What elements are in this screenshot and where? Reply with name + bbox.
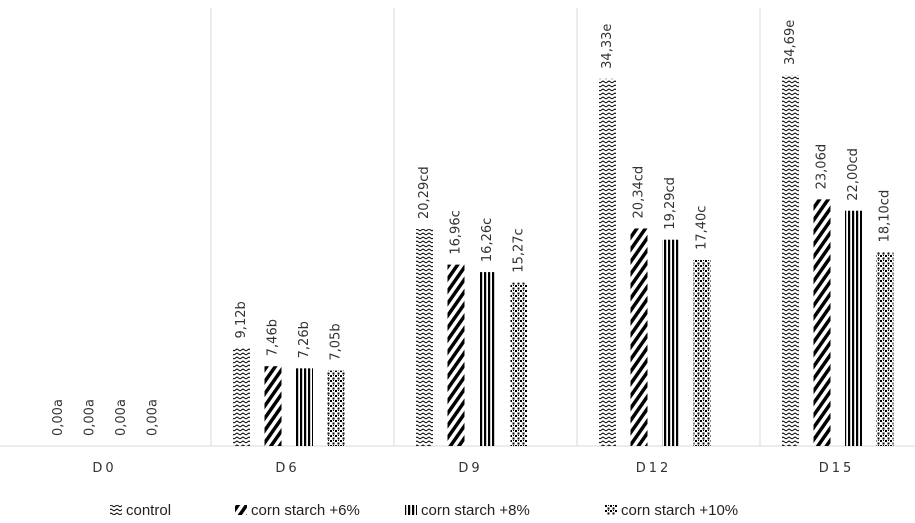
data-label: 34,69e <box>783 20 798 65</box>
data-label: 15,27c <box>512 228 527 272</box>
x-tick-label: D6 <box>275 461 299 476</box>
legend-label: corn starch +10% <box>621 502 738 519</box>
data-label: 19,29cd <box>663 177 678 230</box>
bar <box>264 366 282 446</box>
data-label: 34,33e <box>600 24 615 69</box>
legend-label: corn starch +8% <box>421 502 530 519</box>
bar <box>416 229 433 446</box>
bar <box>327 370 345 446</box>
data-label: 7,26b <box>297 321 312 358</box>
legend-label: corn starch +6% <box>251 502 360 519</box>
data-label: 16,26c <box>480 218 495 262</box>
bar <box>782 75 799 446</box>
data-label: 9,12b <box>234 301 249 338</box>
bar <box>662 239 679 446</box>
data-label: 20,34cd <box>632 166 647 219</box>
legend-swatch <box>605 505 617 515</box>
data-label: 18,10cd <box>878 190 893 243</box>
bar <box>233 348 250 446</box>
legend-swatch <box>110 505 122 515</box>
x-tick-label: D12 <box>636 461 672 476</box>
data-label: 0,00a <box>83 399 98 436</box>
bar <box>599 78 616 446</box>
data-label: 7,46b <box>266 319 281 356</box>
bar <box>479 272 496 446</box>
bar <box>693 259 711 446</box>
data-label: 0,00a <box>51 399 66 436</box>
legend-swatch <box>405 505 417 515</box>
bar <box>630 228 648 446</box>
legend-swatch <box>235 505 247 515</box>
bar <box>296 368 313 446</box>
x-tick-label: D9 <box>458 461 482 476</box>
bar <box>447 264 465 446</box>
legend-label: control <box>126 502 171 519</box>
x-tick-label: D15 <box>819 461 855 476</box>
data-label: 23,06d <box>815 144 830 189</box>
data-label: 22,00cd <box>846 148 861 201</box>
data-label: 16,96c <box>449 210 464 254</box>
data-label: 20,29cd <box>417 166 432 219</box>
data-label: 0,00a <box>114 399 129 436</box>
bar <box>510 282 528 446</box>
bar <box>845 210 862 446</box>
data-label: 7,05b <box>329 323 344 360</box>
bar <box>876 252 894 446</box>
bar <box>813 199 831 446</box>
x-tick-label: D0 <box>92 461 116 476</box>
data-label: 17,40c <box>695 206 710 250</box>
data-label: 0,00a <box>146 399 161 436</box>
